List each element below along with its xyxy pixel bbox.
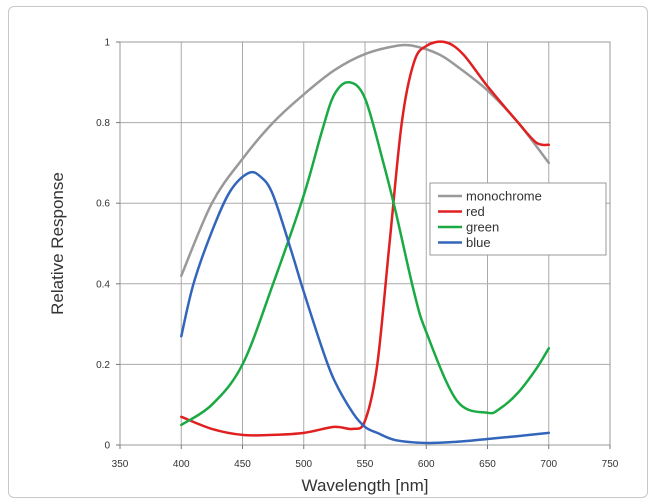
x-tick-label: 400 (173, 459, 190, 470)
y-tick-label: 0 (104, 441, 110, 452)
x-tick-label: 450 (234, 459, 251, 470)
y-tick-label: 0.8 (96, 118, 110, 129)
series-layer (180, 40, 551, 445)
y-tick-label: 0.4 (96, 279, 110, 290)
legend-label-blue: blue (466, 235, 491, 250)
y-tick-label: 0.6 (96, 199, 110, 210)
x-tick-label: 350 (112, 459, 129, 470)
x-tick-label: 700 (540, 459, 557, 470)
legend-label-monochrome: monochrome (466, 189, 542, 204)
series-line-red (180, 40, 551, 437)
x-axis-title: Wavelength [nm] (302, 476, 429, 495)
y-axis-ticks: 0 0.2 0.4 0.6 0.8 1 (96, 38, 120, 452)
y-tick-label: 1 (104, 38, 110, 49)
x-tick-label: 550 (357, 459, 374, 470)
x-axis-ticks: 350 400 450 500 550 600 650 700 750 (112, 445, 619, 470)
series-line-monochrome (180, 43, 551, 277)
y-axis-title: Relative Response (48, 172, 67, 315)
legend-label-red: red (466, 204, 485, 219)
x-tick-label: 500 (295, 459, 312, 470)
x-tick-label: 600 (418, 459, 435, 470)
legend-label-green: green (466, 220, 499, 235)
series-line-green (180, 81, 551, 427)
x-tick-label: 750 (602, 459, 619, 470)
x-tick-label: 650 (479, 459, 496, 470)
y-tick-label: 0.2 (96, 360, 110, 371)
series-line-blue (180, 170, 551, 445)
